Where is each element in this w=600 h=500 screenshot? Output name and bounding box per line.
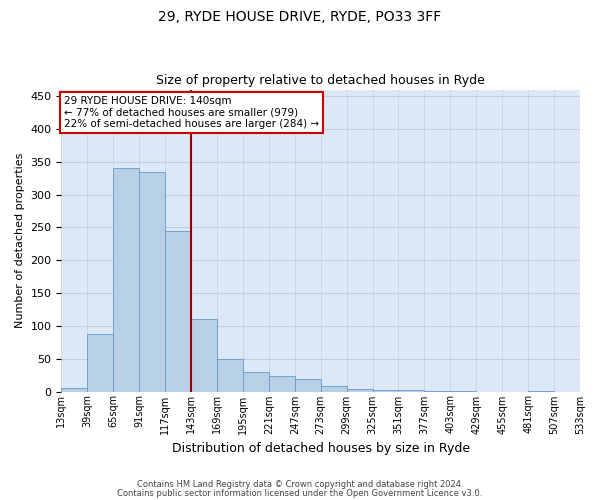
Bar	[165, 230, 191, 392]
Bar	[528, 391, 554, 392]
Bar	[321, 386, 347, 392]
Bar	[451, 391, 476, 392]
Bar	[88, 334, 113, 392]
Bar	[398, 390, 424, 392]
X-axis label: Distribution of detached houses by size in Ryde: Distribution of detached houses by size …	[172, 442, 470, 455]
Bar	[217, 358, 243, 392]
Text: Contains public sector information licensed under the Open Government Licence v3: Contains public sector information licen…	[118, 488, 482, 498]
Bar	[61, 388, 88, 392]
Title: Size of property relative to detached houses in Ryde: Size of property relative to detached ho…	[156, 74, 485, 87]
Bar	[424, 391, 451, 392]
Bar	[243, 372, 269, 392]
Y-axis label: Number of detached properties: Number of detached properties	[15, 153, 25, 328]
Bar	[373, 390, 398, 392]
Bar	[347, 389, 373, 392]
Text: Contains HM Land Registry data © Crown copyright and database right 2024.: Contains HM Land Registry data © Crown c…	[137, 480, 463, 489]
Bar	[191, 320, 217, 392]
Bar	[295, 379, 321, 392]
Bar	[269, 376, 295, 392]
Bar	[113, 168, 139, 392]
Text: 29 RYDE HOUSE DRIVE: 140sqm
← 77% of detached houses are smaller (979)
22% of se: 29 RYDE HOUSE DRIVE: 140sqm ← 77% of det…	[64, 96, 319, 130]
Text: 29, RYDE HOUSE DRIVE, RYDE, PO33 3FF: 29, RYDE HOUSE DRIVE, RYDE, PO33 3FF	[158, 10, 442, 24]
Bar	[139, 172, 165, 392]
